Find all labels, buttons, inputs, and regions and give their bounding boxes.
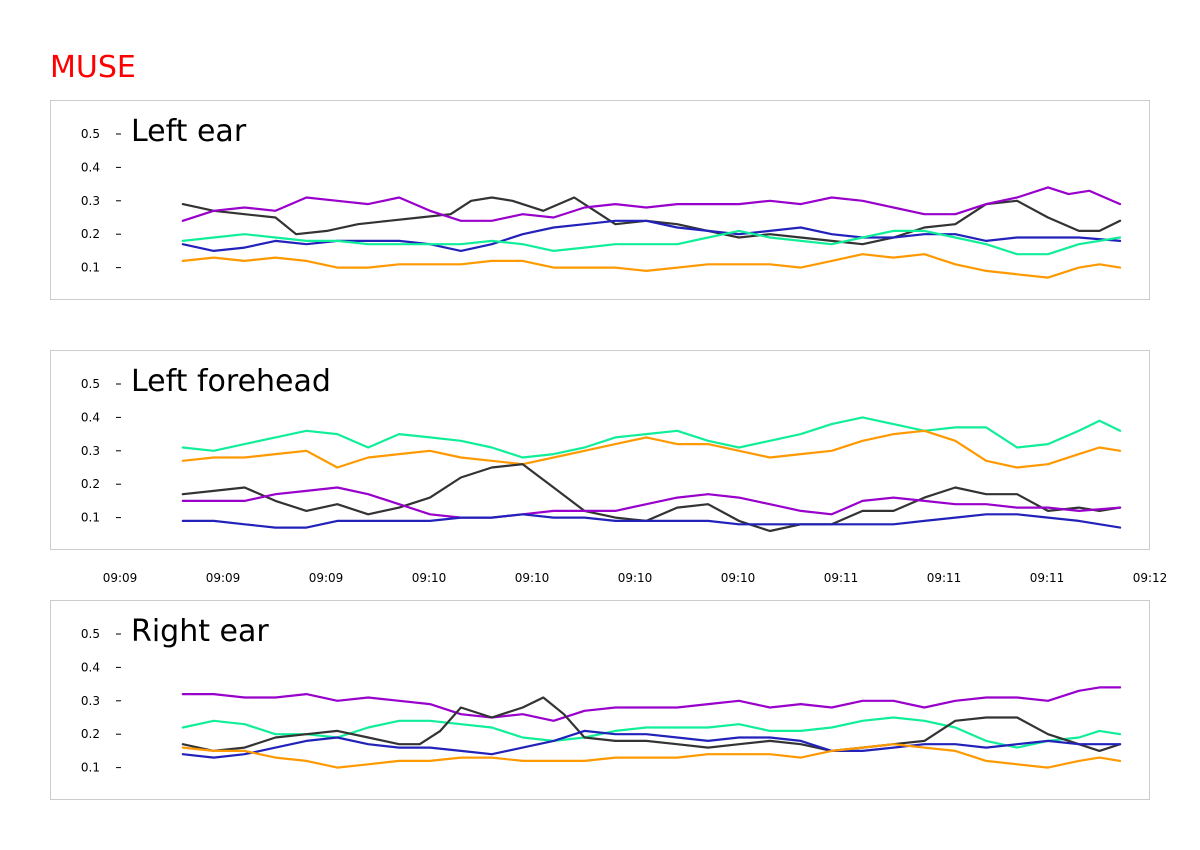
y-tick-label: 0.2 xyxy=(81,227,100,241)
y-tick-label: 0.1 xyxy=(81,261,100,275)
chart-panel-right-ear: 0.5 0.4 0.3 0.2 0.1 Right ear xyxy=(50,600,1150,800)
y-tick-label: 0.1 xyxy=(81,511,100,525)
series-line-right-ear-4 xyxy=(181,743,1122,769)
chart-svg-left-ear: 0.5 0.4 0.3 0.2 0.1 Left ear xyxy=(81,114,1122,279)
x-tick-label: 09:09 xyxy=(103,571,138,585)
y-tick-label: 0.2 xyxy=(81,727,100,741)
series-line-left-ear-1 xyxy=(181,186,1122,222)
series-line-right-ear-3 xyxy=(181,729,1122,759)
series-line-right-ear-1 xyxy=(181,716,1122,749)
y-tick-label: 0.2 xyxy=(81,477,100,491)
x-tick-label: 09:09 xyxy=(206,571,241,585)
series-line-left-forehead-4 xyxy=(181,513,1122,529)
y-tick-label: 0.4 xyxy=(81,660,100,674)
chart-panel-left-forehead: 0.5 0.4 0.3 0.2 0.1 Left forehead xyxy=(50,350,1150,550)
chart-title: Left forehead xyxy=(131,364,331,399)
y-tick-label: 0.5 xyxy=(81,627,100,641)
x-tick-label: 09:09 xyxy=(309,571,344,585)
series-line-left-forehead-3 xyxy=(181,486,1122,519)
x-tick-label: 09:12 xyxy=(1133,571,1168,585)
y-tick-label: 0.4 xyxy=(81,410,100,424)
y-tick-label: 0.3 xyxy=(81,194,100,208)
chart-title: Right ear xyxy=(131,614,269,649)
y-tick-label: 0.1 xyxy=(81,761,100,775)
time-axis-svg: 09:09 09:09 09:09 09:10 09:10 09:10 09:10 09:11… xyxy=(103,571,1168,585)
x-tick-label: 09:10 xyxy=(515,571,550,585)
series-line-left-forehead-0 xyxy=(181,416,1122,459)
y-tick-label: 0.4 xyxy=(81,160,100,174)
x-tick-label: 09:11 xyxy=(824,571,859,585)
chart-svg-left-forehead: 0.5 0.4 0.3 0.2 0.1 Left forehead xyxy=(81,364,1122,533)
series-line-right-ear-0 xyxy=(181,686,1122,722)
x-tick-label: 09:11 xyxy=(927,571,962,585)
x-tick-label: 09:10 xyxy=(412,571,447,585)
chart-title: Left ear xyxy=(131,114,247,149)
y-tick-label: 0.5 xyxy=(81,377,100,391)
series-line-left-forehead-1 xyxy=(181,429,1122,469)
y-tick-label: 0.3 xyxy=(81,444,100,458)
x-tick-label: 09:11 xyxy=(1030,571,1065,585)
series-line-left-ear-3 xyxy=(181,229,1122,256)
series-line-left-forehead-2 xyxy=(181,463,1122,533)
series-line-left-ear-0 xyxy=(181,196,1122,246)
y-tick-label: 0.3 xyxy=(81,694,100,708)
chart-svg-right-ear: 0.5 0.4 0.3 0.2 0.1 Right ear xyxy=(81,614,1122,775)
series-line-left-ear-4 xyxy=(181,253,1122,279)
series-line-right-ear-2 xyxy=(181,696,1122,752)
x-tick-label: 09:10 xyxy=(618,571,653,585)
time-axis: 09:09 09:09 09:09 09:10 09:10 09:10 09:10 09:11… xyxy=(0,560,1200,600)
x-tick-label: 09:10 xyxy=(721,571,756,585)
chart-panel-left-ear: 0.5 0.4 0.3 0.2 0.1 Left ear xyxy=(50,100,1150,300)
y-tick-label: 0.5 xyxy=(81,127,100,141)
app-title: MUSE xyxy=(50,50,136,85)
series-line-left-ear-2 xyxy=(181,219,1122,252)
